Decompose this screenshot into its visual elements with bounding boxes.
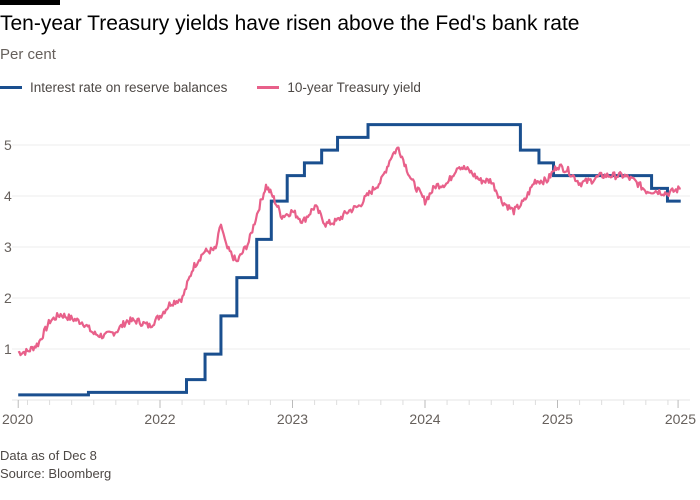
y-tick-label: 3: [4, 239, 12, 255]
x-tick-label: 2020: [2, 411, 33, 427]
treasury-yield-line: [17, 146, 681, 357]
chart-title: Ten-year Treasury yields have risen abov…: [0, 12, 580, 35]
legend-swatch-fed-rate: [0, 86, 22, 89]
x-tick-label: 2023: [277, 411, 308, 427]
footnote: Data as of Dec 8: [0, 448, 97, 463]
y-tick-label: 1: [4, 341, 12, 357]
legend-label: 10-year Treasury yield: [287, 80, 421, 95]
legend-label: Interest rate on reserve balances: [30, 80, 228, 95]
legend: Interest rate on reserve balances 10-yea…: [0, 80, 421, 95]
x-tick-label: 2024: [409, 411, 440, 427]
y-tick-label: 2: [4, 290, 12, 306]
legend-item-treasury-yield: 10-year Treasury yield: [257, 80, 421, 95]
y-tick-label: 4: [4, 188, 12, 204]
x-tick-label: 2025: [542, 411, 573, 427]
chart-subtitle: Per cent: [0, 46, 56, 63]
fed-rate-line: [18, 123, 681, 397]
brand-bar: [0, 0, 60, 5]
legend-swatch-treasury-yield: [257, 86, 280, 89]
x-tick-label: 2022: [144, 411, 175, 427]
source: Source: Bloomberg: [0, 466, 112, 481]
legend-item-fed-rate: Interest rate on reserve balances: [0, 80, 227, 95]
y-tick-label: 5: [4, 137, 12, 153]
x-tick-label: 2025: [665, 411, 696, 427]
